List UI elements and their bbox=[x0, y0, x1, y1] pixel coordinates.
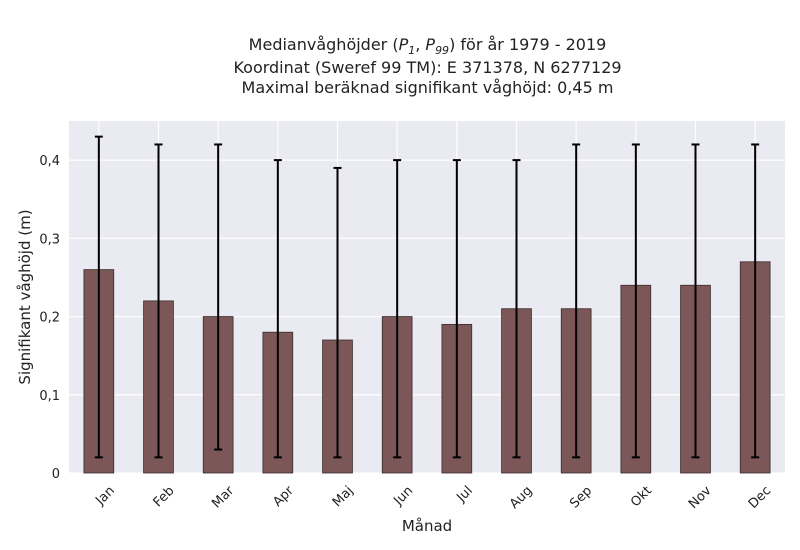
x-tick-label: Jan bbox=[92, 483, 117, 508]
chart-subtitle-max-height: Maximal beräknad signifikant våghöjd: 0,… bbox=[241, 78, 614, 97]
p99-symbol: P bbox=[425, 35, 436, 54]
x-tick-label: Sep bbox=[567, 483, 595, 511]
x-tick-label: Nov bbox=[686, 483, 715, 512]
x-tick-label: Dec bbox=[746, 483, 774, 511]
chart-title: Medianvåghöjder (P1, P99) för år 1979 - … bbox=[0, 35, 800, 61]
y-tick-label: 0,4 bbox=[39, 154, 60, 169]
x-tick-label: Apr bbox=[270, 483, 297, 510]
x-tick-label: Jul bbox=[453, 483, 475, 505]
x-tick-label: Jun bbox=[391, 483, 417, 509]
chart-subtitle-coordinates: Koordinat (Sweref 99 TM): E 371378, N 62… bbox=[233, 58, 622, 77]
x-tick-label: Maj bbox=[330, 483, 357, 510]
x-tick-label: Feb bbox=[151, 483, 178, 510]
p99-subscript: 99 bbox=[435, 44, 450, 58]
plot-area bbox=[69, 121, 785, 473]
x-tick-label: Aug bbox=[507, 483, 536, 512]
y-tick-label: 0,3 bbox=[39, 232, 60, 247]
title-suffix: ) för år 1979 - 2019 bbox=[449, 35, 607, 54]
y-tick-label: 0,1 bbox=[39, 389, 60, 404]
p1-symbol: P bbox=[398, 35, 409, 54]
y-axis-label: Signifikant våghöjd (m) bbox=[16, 209, 34, 384]
y-tick-label: 0,2 bbox=[39, 311, 60, 326]
y-tick-label: 0 bbox=[52, 467, 60, 482]
x-tick-label: Okt bbox=[628, 483, 655, 510]
x-axis-label: Månad bbox=[402, 517, 452, 535]
title-prefix: Medianvåghöjder ( bbox=[248, 35, 399, 54]
p1-subscript: 1 bbox=[408, 44, 416, 58]
x-tick-label: Mar bbox=[209, 483, 237, 511]
title-separator: , bbox=[415, 35, 426, 54]
